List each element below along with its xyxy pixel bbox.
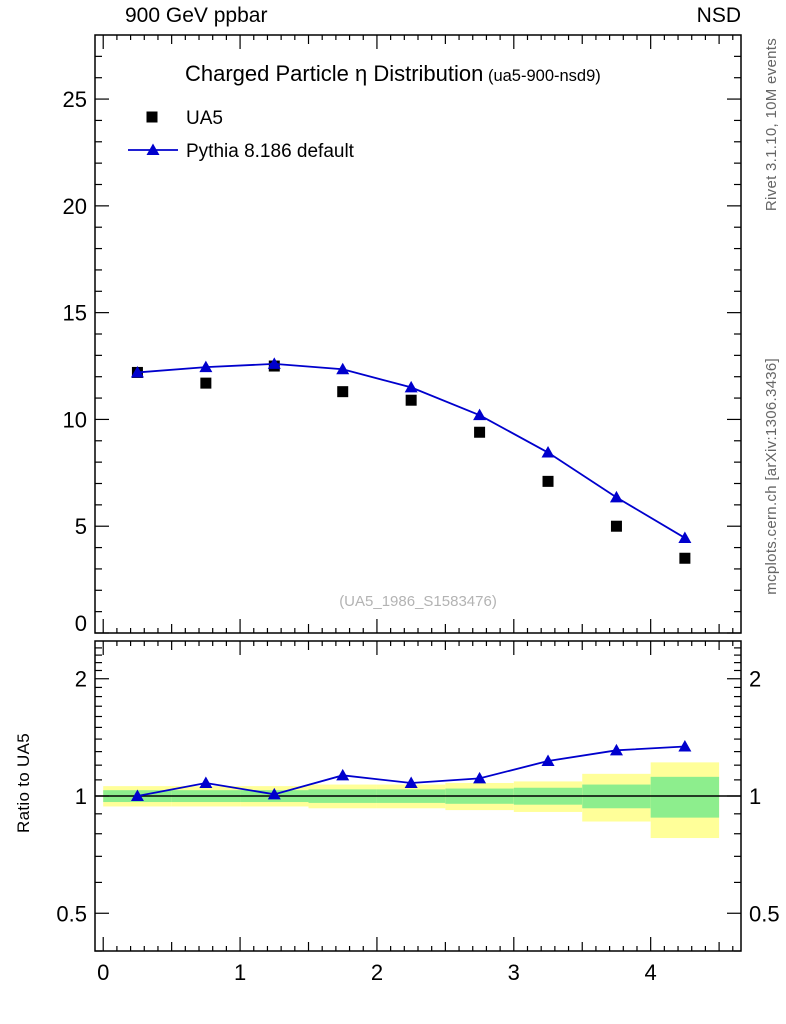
xtick-label: 4 (645, 960, 657, 985)
data-marker-square (405, 394, 417, 406)
plot-header: 900 GeV ppbar NSD (125, 4, 741, 28)
mc-marker-triangle (541, 754, 555, 766)
mc-marker-triangle (146, 143, 160, 155)
mc-marker-triangle (199, 360, 213, 373)
mc-marker-triangle (473, 408, 487, 421)
mc-marker-triangle (678, 531, 692, 543)
main-ytick-label: 5 (75, 514, 87, 539)
ratio-axis-label: Ratio to UA5 (14, 733, 33, 833)
rivet-version-note: Rivet 3.1.10, 10M events (763, 38, 780, 212)
xtick-label: 0 (97, 960, 109, 985)
mc-marker-triangle (404, 776, 418, 788)
ratio-ytick-label: 0.5 (56, 901, 87, 926)
xtick-label: 1 (234, 960, 246, 985)
data-marker-square (542, 475, 554, 487)
xtick-label: 3 (508, 960, 520, 985)
mc-marker-triangle (267, 357, 281, 369)
mc-marker-triangle (609, 490, 623, 503)
data-marker-square (474, 426, 486, 438)
mc-marker-triangle (336, 768, 350, 781)
mcplots-arxiv-note: mcplots.cern.ch [arXiv:1306.3436] (763, 358, 780, 595)
mc-marker-triangle (130, 789, 144, 801)
data-marker-square (610, 520, 622, 532)
analysis-watermark: (UA5_1986_S1583476) (339, 593, 497, 610)
mc-marker-triangle (404, 380, 418, 393)
main-ytick-label: 0 (75, 611, 87, 636)
ratio-ytick-label: 2 (749, 667, 761, 692)
plot-title: Charged Particle η Distribution (ua5-900… (185, 61, 601, 86)
data-marker-square (679, 552, 691, 564)
mc-marker-triangle (678, 739, 692, 752)
main-ytick-label: 25 (63, 87, 87, 112)
beam-info-label: 900 GeV ppbar (125, 4, 268, 27)
xtick-label: 2 (371, 960, 383, 985)
mc-marker-triangle (336, 362, 350, 375)
mc-marker-triangle (541, 446, 555, 458)
mc-marker-triangle (267, 787, 281, 800)
main-ytick-label: 20 (63, 194, 87, 219)
data-marker-square (337, 386, 349, 398)
mc-marker-triangle (199, 776, 213, 788)
ratio-ytick-label: 0.5 (749, 901, 780, 926)
uncertainty-band-green (650, 776, 720, 818)
data-marker-square (200, 377, 212, 389)
ratio-ytick-label: 1 (75, 784, 87, 809)
data-marker-square (146, 111, 158, 123)
legend-label: UA5 (186, 108, 223, 129)
mc-marker-triangle (130, 365, 144, 378)
main-ytick-label: 10 (63, 407, 87, 432)
ratio-ytick-label: 2 (75, 667, 87, 692)
mc-marker-triangle (473, 771, 487, 784)
main-ytick-label: 15 (63, 301, 87, 326)
mc-marker-triangle (609, 743, 623, 756)
ratio-ytick-label: 1 (749, 784, 761, 809)
event-class-label: NSD (696, 4, 741, 27)
legend-label: Pythia 8.186 default (186, 141, 355, 162)
